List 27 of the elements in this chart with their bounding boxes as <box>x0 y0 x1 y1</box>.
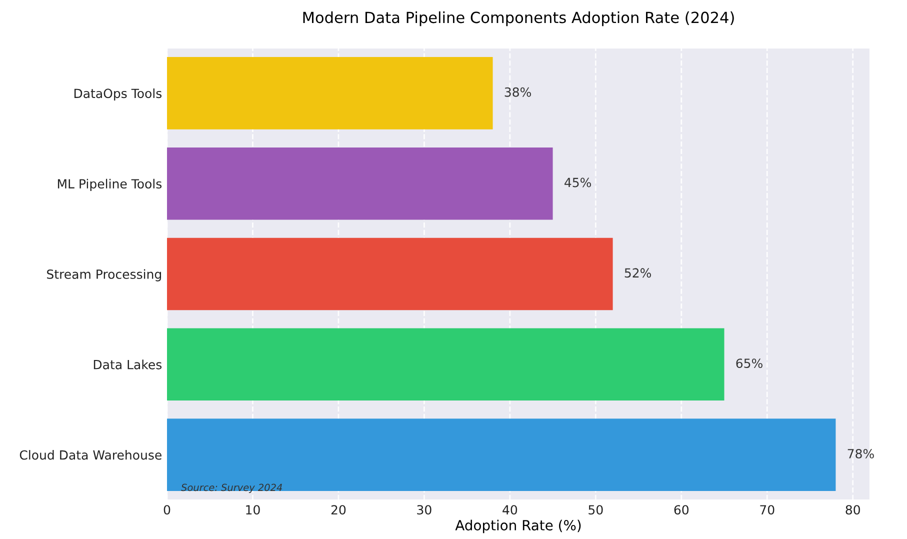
x-tick-label: 30 <box>417 505 432 515</box>
bar <box>167 57 493 130</box>
x-tick-label: 10 <box>246 505 260 515</box>
annotation: Source: Survey 2024 <box>181 484 282 493</box>
y-tick-label: Stream Processing <box>47 269 162 282</box>
bar <box>167 328 724 401</box>
bar <box>167 238 613 310</box>
y-tick-label: Cloud Data Warehouse <box>20 450 162 460</box>
x-tick-label: 40 <box>502 505 518 515</box>
y-tick-label: DataOps Tools <box>74 88 162 101</box>
data-label: 52% <box>624 268 652 278</box>
data-label: 78% <box>848 448 874 458</box>
x-axis-title: Adoption Rate (%) <box>455 520 581 534</box>
x-tick-label: 80 <box>846 505 860 515</box>
y-tick-label: Data Lakes <box>94 360 162 370</box>
x-tick-label: 60 <box>674 505 689 515</box>
bar <box>167 418 836 491</box>
data-label: 38% <box>504 87 531 97</box>
chart-title: Modern Data Pipeline Components Adoption Rate (2024) <box>303 11 734 26</box>
y-tick-label: ML Pipeline Tools <box>58 178 162 191</box>
x-tick-label: 70 <box>760 505 774 515</box>
data-label: 65% <box>736 358 762 368</box>
x-tick-label: 20 <box>331 505 346 515</box>
data-label: 45% <box>564 178 591 188</box>
x-tick-label: 50 <box>588 505 603 515</box>
x-tick-label: 0 <box>164 505 170 515</box>
bar <box>167 147 553 220</box>
